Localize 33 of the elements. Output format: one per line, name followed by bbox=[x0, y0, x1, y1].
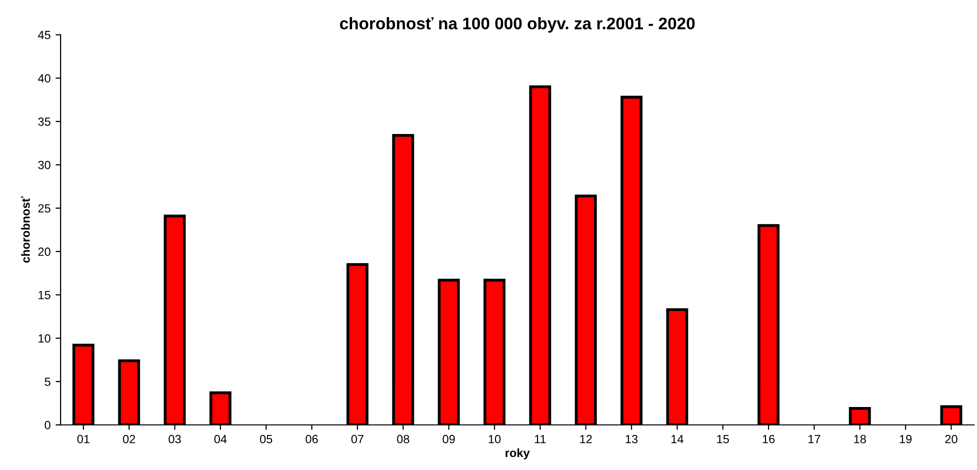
x-tick-label: 19 bbox=[900, 434, 912, 444]
y-tick-label: 25 bbox=[38, 204, 50, 213]
x-tick-label: 15 bbox=[717, 435, 729, 444]
x-tick-label: 03 bbox=[168, 434, 181, 444]
x-tick-label: 12 bbox=[580, 434, 592, 444]
y-tick-label: 40 bbox=[38, 74, 50, 83]
x-tick-label: 01 bbox=[77, 434, 90, 444]
y-tick-label: 15 bbox=[38, 291, 50, 300]
y-axis-title: chorobnosť bbox=[21, 196, 30, 263]
x-tick-label: 16 bbox=[762, 434, 775, 444]
y-tick-label: 35 bbox=[38, 118, 50, 126]
x-tick-label: 18 bbox=[854, 434, 866, 444]
x-tick-label: 10 bbox=[488, 434, 501, 444]
x-axis-title: roky bbox=[506, 448, 530, 460]
x-tick-label: 09 bbox=[442, 434, 455, 444]
x-tick-label: 17 bbox=[808, 435, 820, 444]
x-tick-label: 06 bbox=[306, 434, 318, 444]
x-tick-label: 11 bbox=[534, 435, 546, 444]
x-tick-label: 07 bbox=[351, 434, 364, 444]
x-tick-label: 13 bbox=[626, 434, 638, 444]
chart-title: chorobnosť na 100 000 obyv. za r.2001 - 2020 bbox=[340, 17, 695, 33]
x-tick-label: 08 bbox=[397, 434, 410, 444]
x-tick-label: 05 bbox=[260, 434, 272, 444]
y-tick-label: 0 bbox=[44, 420, 50, 430]
x-tick-label: 02 bbox=[122, 434, 136, 444]
y-tick-label: 30 bbox=[38, 160, 50, 170]
y-tick-label: 5 bbox=[44, 378, 50, 386]
x-tick-label: 20 bbox=[945, 434, 958, 444]
y-tick-label: 10 bbox=[38, 334, 50, 343]
y-tick-label: 20 bbox=[38, 248, 50, 256]
y-tick-label: 45 bbox=[38, 30, 50, 40]
x-tick-label: 04 bbox=[214, 434, 227, 444]
x-tick-label: 14 bbox=[672, 435, 684, 444]
